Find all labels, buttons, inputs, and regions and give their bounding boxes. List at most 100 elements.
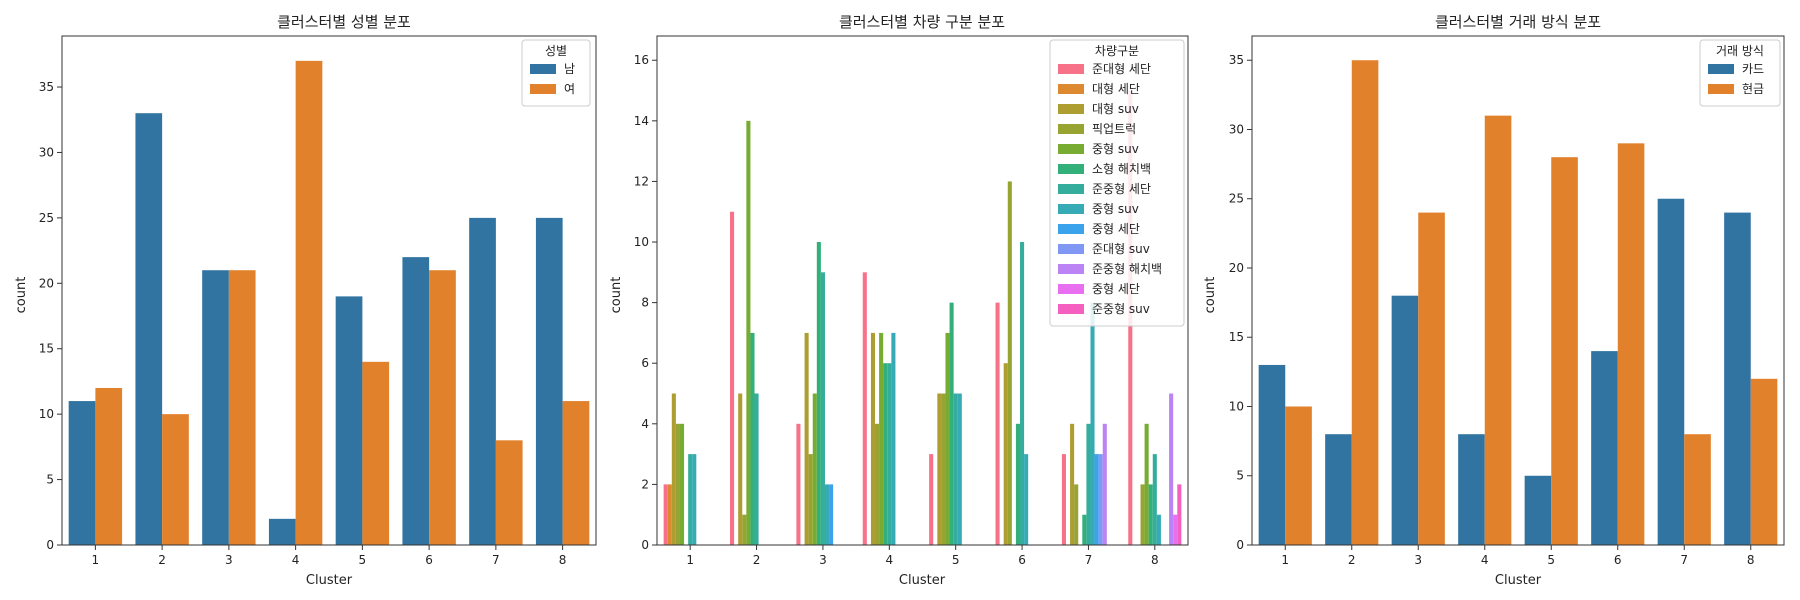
x-tick-label: 1 [92, 553, 100, 567]
legend-swatch [1058, 64, 1084, 74]
bar [1094, 454, 1099, 545]
x-tick-label: 4 [292, 553, 300, 567]
x-tick-label: 7 [1680, 553, 1688, 567]
y-tick-label: 25 [1229, 192, 1244, 206]
bar [1524, 475, 1552, 545]
bar [562, 401, 590, 545]
bar [1617, 143, 1645, 545]
y-tick-label: 0 [641, 538, 649, 552]
y-tick-label: 15 [1229, 330, 1244, 344]
bar [879, 332, 884, 545]
bar [1090, 302, 1095, 545]
x-tick-label: 8 [1151, 553, 1159, 567]
bar [1070, 423, 1075, 545]
legend-swatch [1058, 184, 1084, 194]
y-tick-label: 20 [1229, 261, 1244, 275]
legend-swatch [1058, 224, 1084, 234]
legend-label: 중형 세단 [1092, 282, 1140, 296]
y-tick-label: 5 [1236, 469, 1244, 483]
x-tick-label: 7 [1085, 553, 1093, 567]
legend-title: 성별 [545, 44, 567, 58]
plot-frame [656, 35, 1189, 546]
x-axis-label: Cluster [1495, 573, 1542, 588]
bar [663, 484, 668, 545]
legend-swatch [1058, 264, 1084, 274]
bar [796, 423, 801, 545]
legend-label: 픽업트럭 [1092, 122, 1136, 136]
bar [429, 270, 456, 545]
y-tick-label: 35 [1229, 53, 1244, 67]
bar [750, 332, 755, 545]
bar [1098, 454, 1103, 545]
bar [495, 440, 523, 545]
bar [1724, 212, 1751, 545]
y-tick-label: 10 [1229, 399, 1244, 413]
bar [929, 454, 934, 545]
legend-label: 중형 세단 [1092, 222, 1140, 236]
x-tick-label: 5 [952, 553, 960, 567]
payment-method-chart: 클러스터별 거래 방식 분포 Cluster count 05101520253… [1203, 13, 1785, 588]
y-tick-label: 14 [634, 114, 649, 128]
legend-title: 거래 방식 [1716, 44, 1764, 58]
y-tick-label: 0 [1236, 538, 1244, 552]
bar [1061, 454, 1066, 545]
y-tick-label: 12 [634, 174, 649, 188]
x-tick-label: 2 [753, 553, 761, 567]
legend-swatch [1708, 64, 1734, 74]
bar [402, 257, 430, 545]
bar [754, 393, 759, 545]
bar [268, 518, 296, 545]
bar [667, 484, 672, 545]
bar [671, 393, 676, 545]
bar [1102, 423, 1107, 545]
bar [335, 296, 363, 545]
bar [883, 363, 888, 545]
legend-label: 대형 세단 [1092, 82, 1140, 96]
bar [870, 332, 876, 545]
bar [228, 270, 256, 545]
bar [945, 332, 950, 545]
bar [1458, 434, 1485, 545]
bar [875, 423, 880, 545]
bar [820, 272, 825, 545]
chart-title: 클러스터별 차량 구분 분포 [839, 13, 1005, 31]
y-axis-label: count [609, 277, 624, 314]
legend-label: 여 [564, 82, 575, 96]
x-tick-label: 7 [492, 553, 500, 567]
legend-label: 중형 suv [1092, 142, 1139, 156]
bar [1082, 514, 1087, 545]
bar [1148, 484, 1153, 545]
y-tick-label: 8 [641, 296, 649, 310]
y-tick-label: 0 [46, 538, 54, 552]
x-tick-label: 5 [1547, 553, 1555, 567]
bar [1657, 198, 1685, 546]
bar [1140, 484, 1145, 545]
legend-swatch [1058, 284, 1084, 294]
legend-swatch [1058, 144, 1084, 154]
x-tick-label: 6 [1614, 553, 1622, 567]
x-tick-label: 4 [885, 553, 893, 567]
y-tick-label: 5 [46, 473, 54, 487]
legend-swatch [1058, 164, 1084, 174]
bar [469, 217, 496, 545]
y-tick-label: 6 [641, 356, 649, 370]
x-tick-label: 6 [425, 553, 433, 567]
y-tick-label: 10 [634, 235, 649, 249]
legend-label: 대형 suv [1092, 102, 1139, 116]
bar [1015, 423, 1021, 545]
bar [829, 484, 834, 545]
bar [1418, 212, 1445, 545]
x-tick-label: 8 [1747, 553, 1755, 567]
x-tick-label: 5 [359, 553, 367, 567]
x-axis-label: Cluster [306, 573, 353, 588]
bar [1020, 242, 1025, 545]
y-tick-label: 16 [634, 53, 649, 67]
x-tick-label: 3 [225, 553, 233, 567]
y-tick-label: 4 [641, 417, 649, 431]
bar [742, 514, 747, 545]
x-tick-label: 4 [1481, 553, 1489, 567]
bar [824, 484, 830, 545]
legend-label: 준중형 suv [1092, 302, 1150, 316]
chart-title: 클러스터별 거래 방식 분포 [1435, 13, 1601, 31]
bar [1144, 423, 1149, 545]
